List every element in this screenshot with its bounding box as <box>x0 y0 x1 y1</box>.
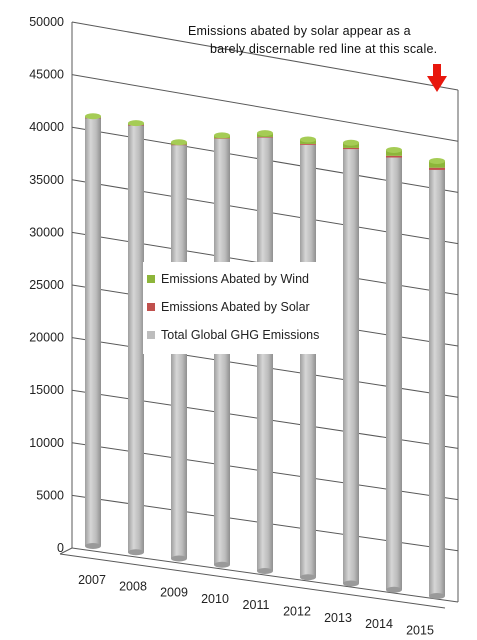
bar-total <box>300 144 316 578</box>
x-tick-label: 2008 <box>119 579 147 593</box>
bar-total <box>128 125 144 553</box>
bar-top-cap <box>429 158 445 165</box>
chart-legend: Emissions Abated by Wind Emissions Abate… <box>143 262 343 354</box>
legend-item-total: Total Global GHG Emissions <box>143 324 343 346</box>
annotation-line-1: Emissions abated by solar appear as a <box>188 24 411 38</box>
bar-solar <box>429 167 445 170</box>
y-tick-label: 10000 <box>29 436 64 450</box>
y-tick-label: 20000 <box>29 331 64 345</box>
x-tick-label: 2012 <box>283 605 311 619</box>
bar-total <box>85 117 101 546</box>
y-tick-label: 35000 <box>29 173 64 187</box>
annotation-arrow <box>427 64 447 92</box>
x-tick-label: 2009 <box>160 586 188 600</box>
y-tick-label: 5000 <box>36 488 64 502</box>
floor-front-edge <box>59 553 446 609</box>
bar-total-base <box>429 593 445 599</box>
y-tick-label: 15000 <box>29 383 64 397</box>
bar-total <box>343 149 359 584</box>
bar-total-base <box>214 561 230 568</box>
bar-top-cap <box>171 139 187 146</box>
x-tick-label: 2007 <box>78 573 106 587</box>
y-tick-label: 45000 <box>29 68 64 82</box>
y-tick-label: 40000 <box>29 120 64 134</box>
legend-swatch-wind <box>147 275 155 283</box>
bar-top-cap <box>128 120 144 127</box>
annotation-line-2: barely discernable red line at this scal… <box>210 42 438 56</box>
bar-wind <box>429 161 445 168</box>
bar-top-cap <box>85 113 101 120</box>
legend-swatch-total <box>147 331 155 339</box>
bar-total-base <box>300 574 316 581</box>
chart-annotation: Emissions abated by solar appear as a ba… <box>188 22 468 58</box>
y-tick-label: 0 <box>57 541 64 555</box>
bar-total-base <box>257 568 273 574</box>
y-tick-label: 30000 <box>29 225 64 239</box>
legend-label-solar: Emissions Abated by Solar <box>161 300 310 314</box>
bar-top-cap <box>257 130 273 137</box>
bar-solar <box>257 136 273 138</box>
bar-total-base <box>343 580 359 587</box>
gridline <box>71 74 459 142</box>
bar-total <box>257 137 273 571</box>
legend-item-wind: Emissions Abated by Wind <box>143 268 343 290</box>
bar-total-base <box>171 555 187 562</box>
bar-solar <box>343 147 359 150</box>
bar-solar <box>300 143 316 145</box>
bar-total <box>429 169 445 596</box>
x-tick-label: 2015 <box>406 623 434 637</box>
floor-left-edge <box>59 547 73 555</box>
x-tick-label: 2010 <box>201 592 229 606</box>
bar-top-cap <box>386 146 402 153</box>
bar-top-cap <box>343 139 359 146</box>
y-tick-label: 50000 <box>29 15 64 29</box>
bar-top-cap <box>214 132 230 139</box>
bar-total <box>386 157 402 590</box>
bar-top-cap <box>300 136 316 143</box>
legend-item-solar: Emissions Abated by Solar <box>143 296 343 318</box>
x-tick-label: 2014 <box>365 617 393 631</box>
gridline <box>71 21 459 91</box>
bar-total-base <box>386 586 402 593</box>
x-tick-label: 2011 <box>243 598 270 612</box>
gridline <box>71 547 459 603</box>
bar-total-base <box>85 543 101 549</box>
x-tick-label: 2013 <box>324 611 352 625</box>
legend-label-wind: Emissions Abated by Wind <box>161 272 309 286</box>
bar-solar <box>386 155 402 158</box>
legend-swatch-solar <box>147 303 155 311</box>
y-tick-label: 25000 <box>29 278 64 292</box>
bar-solar <box>214 138 230 139</box>
legend-label-total: Total Global GHG Emissions <box>161 328 320 342</box>
bar-total-base <box>128 549 144 556</box>
